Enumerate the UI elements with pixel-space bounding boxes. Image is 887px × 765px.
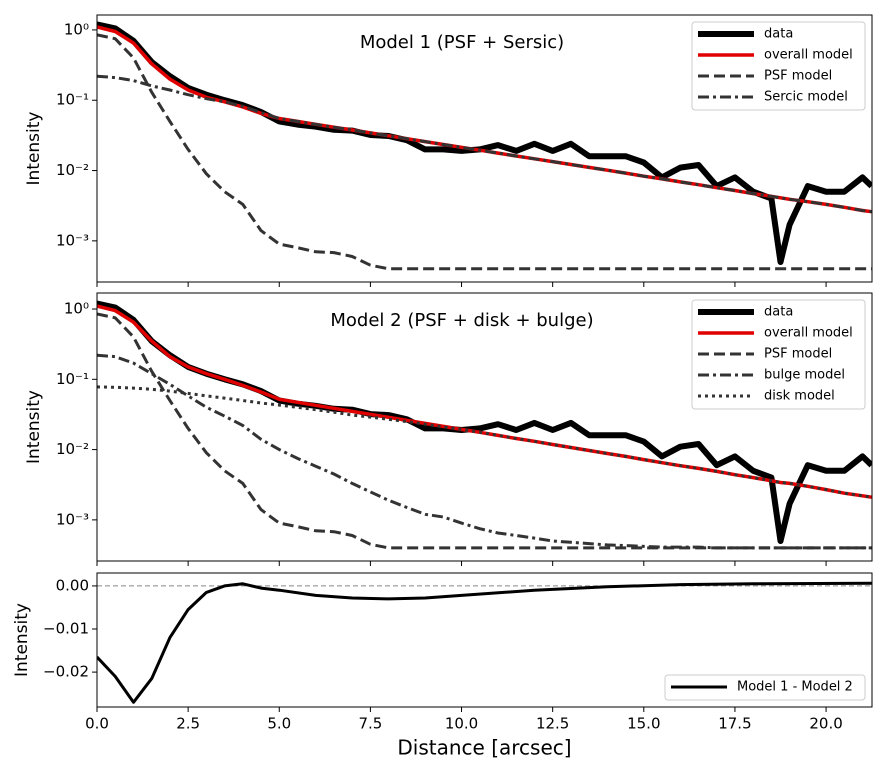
y-tick-label: 10⁻² (56, 161, 89, 179)
series-line (97, 353, 872, 550)
y-tick-label: 10⁻³ (56, 231, 89, 249)
legend-label: Sercic model (764, 90, 848, 105)
x-tick-label: 2.5 (176, 715, 200, 733)
y-tick-label: −0.01 (43, 620, 89, 638)
legend-label: data (764, 27, 793, 42)
y-tick-label: 10⁻¹ (56, 91, 89, 109)
plot-frame (96, 14, 873, 283)
annotation: Model 2 (PSF + disk + bulge) (330, 310, 593, 331)
series-line (97, 385, 872, 499)
y-tick-label: 10⁰ (64, 300, 89, 318)
legend-label: Model 1 - Model 2 (737, 680, 853, 695)
y-axis-label: Intensity (24, 112, 44, 186)
legend-label: PSF model (764, 69, 832, 84)
legend-box (691, 299, 866, 410)
legend-label: PSF model (764, 347, 832, 362)
x-tick-label: 5.0 (267, 715, 291, 733)
plot-frame (96, 572, 873, 708)
x-axis-label: Distance [arcsec] (397, 736, 571, 760)
legend-label: disk model (764, 389, 835, 404)
y-tick-label: 10⁰ (64, 20, 89, 38)
plot-lines (97, 300, 872, 550)
legend-label: overall model (764, 326, 853, 341)
series-line (97, 33, 872, 271)
x-tick-label: 7.5 (358, 715, 382, 733)
y-tick-label: 10⁻² (56, 440, 89, 458)
legend-box (691, 21, 866, 111)
plot-lines (97, 581, 872, 704)
legend-box (664, 674, 866, 701)
x-tick-label: 10.0 (445, 715, 478, 733)
y-tick-label: −0.02 (43, 663, 89, 681)
x-tick-label: 15.0 (627, 715, 660, 733)
annotation: Model 1 (PSF + Sersic) (360, 32, 564, 53)
x-tick-label: 20.0 (809, 715, 842, 733)
legend-label: bulge model (764, 368, 845, 383)
y-tick-label: 0.00 (56, 576, 89, 594)
series-line (97, 304, 872, 499)
legend-label: overall model (764, 48, 853, 63)
x-tick-label: 0.0 (85, 715, 109, 733)
x-tick-label: 17.5 (718, 715, 751, 733)
panel: 10⁰ 10⁻¹ 10⁻² 10⁻³ Intensity Model 1 (PSF + S… (24, 14, 873, 287)
series-line (97, 581, 872, 704)
panel: 0.0 2.5 5.0 7.5 10.0 12.5 15.0 17.5 20.0 0.00 −0.0… (12, 572, 873, 760)
panel: 10⁰ 10⁻¹ 10⁻² 10⁻³ Intensity Model 2 (PSF + d… (24, 292, 873, 566)
plot-frame (96, 292, 873, 562)
y-tick-label: 10⁻³ (56, 510, 89, 528)
y-tick-label: 10⁻¹ (56, 370, 89, 388)
legend-label: data (764, 305, 793, 320)
plot-lines (97, 21, 872, 271)
y-axis-label: Intensity (24, 390, 44, 464)
x-tick-label: 12.5 (536, 715, 569, 733)
series-line (97, 74, 872, 214)
y-axis-label: Intensity (12, 603, 32, 677)
